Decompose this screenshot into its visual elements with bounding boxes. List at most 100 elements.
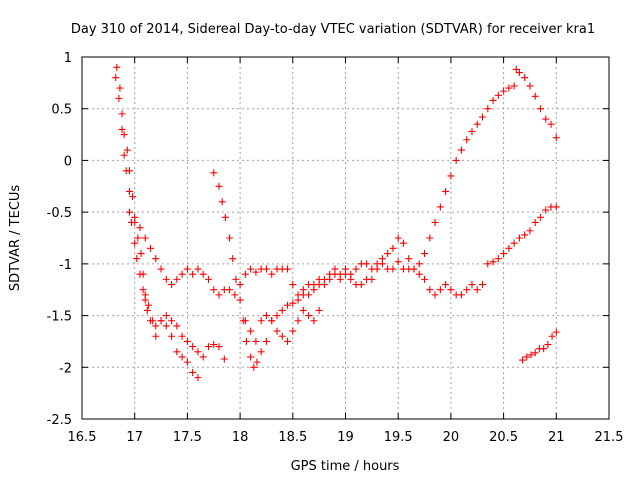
data-point: [144, 301, 152, 309]
data-point: [149, 317, 157, 325]
data-point: [531, 92, 539, 100]
data-point: [125, 208, 133, 216]
y-tick-label: -1: [59, 258, 72, 273]
data-point: [519, 356, 527, 364]
data-point: [512, 65, 520, 73]
y-tick-label: 1: [64, 51, 72, 66]
data-point: [526, 227, 534, 235]
y-axis-label: SDTVAR / TECUs: [8, 185, 23, 292]
data-point: [229, 255, 237, 263]
data-point: [457, 291, 465, 299]
data-point: [305, 291, 313, 299]
data-point: [542, 115, 550, 123]
data-point: [210, 169, 218, 177]
data-point: [241, 270, 249, 278]
data-point: [247, 353, 255, 361]
data-point: [547, 120, 555, 128]
data-point: [363, 260, 371, 268]
data-point: [431, 218, 439, 226]
y-tick-labels: 1 0.5 0 -0.5 -1 -1.5 -2 -2.5: [47, 51, 72, 428]
x-tick-label: 18.5: [278, 430, 307, 445]
data-point: [523, 353, 531, 361]
y-tick-label: 0: [64, 154, 72, 169]
data-points: [112, 63, 560, 382]
data-point: [162, 312, 170, 320]
data-point: [515, 69, 523, 77]
y-tick-label: 0.5: [51, 103, 72, 118]
data-point: [189, 343, 197, 351]
data-point: [221, 213, 229, 221]
data-point: [247, 327, 255, 335]
data-point: [552, 134, 560, 142]
data-point: [457, 146, 465, 154]
data-point: [134, 234, 142, 242]
data-point: [484, 260, 492, 268]
data-point: [357, 281, 365, 289]
x-tick-label: 20.5: [489, 430, 518, 445]
data-point: [510, 82, 518, 90]
data-point: [394, 234, 402, 242]
series-track-f: [512, 65, 560, 142]
series-track-g: [519, 328, 560, 364]
data-point: [384, 250, 392, 258]
data-point: [521, 231, 529, 239]
data-point: [168, 317, 176, 325]
grid-lines: [82, 57, 609, 419]
x-axis-label: GPS time / hours: [291, 459, 400, 474]
data-point: [336, 275, 344, 283]
data-point: [544, 341, 552, 349]
data-point: [253, 358, 261, 366]
y-tick-label: -1.5: [47, 310, 72, 325]
data-point: [178, 353, 186, 361]
data-point: [232, 275, 240, 283]
x-tick-label: 20: [443, 430, 460, 445]
data-point: [120, 151, 128, 159]
data-point: [294, 317, 302, 325]
data-point: [204, 275, 212, 283]
y-tick-label: -0.5: [47, 206, 72, 221]
x-tick-label: 17.5: [173, 430, 202, 445]
data-point: [262, 337, 270, 345]
data-point: [247, 265, 255, 273]
data-point: [215, 291, 223, 299]
data-point: [133, 255, 141, 263]
data-point: [442, 187, 450, 195]
data-point: [194, 374, 202, 382]
data-point: [189, 270, 197, 278]
data-point: [421, 250, 429, 258]
data-point: [218, 198, 226, 206]
data-point: [284, 265, 292, 273]
data-point: [468, 127, 476, 135]
data-point: [131, 213, 139, 221]
data-point: [347, 270, 355, 278]
data-point: [489, 96, 497, 104]
data-point: [463, 136, 471, 144]
data-point: [226, 234, 234, 242]
data-point: [204, 343, 212, 351]
chart-title: Day 310 of 2014, Sidereal Day-to-day VTE…: [71, 22, 595, 37]
x-tick-label: 19: [337, 430, 354, 445]
data-point: [468, 281, 476, 289]
data-point: [426, 286, 434, 294]
data-point: [183, 337, 191, 345]
data-point: [199, 270, 207, 278]
data-point: [262, 265, 270, 273]
data-point: [494, 255, 502, 263]
data-point: [320, 281, 328, 289]
data-point: [510, 239, 518, 247]
series-track-b: [113, 63, 202, 382]
data-point: [136, 224, 144, 232]
data-point: [257, 317, 265, 325]
data-point: [162, 275, 170, 283]
data-point: [250, 363, 258, 371]
data-point: [494, 91, 502, 99]
data-point: [168, 281, 176, 289]
data-point: [189, 368, 197, 376]
data-point: [389, 244, 397, 252]
data-point: [194, 348, 202, 356]
data-point: [436, 203, 444, 211]
data-point: [531, 218, 539, 226]
data-point: [442, 281, 450, 289]
data-point: [315, 306, 323, 314]
